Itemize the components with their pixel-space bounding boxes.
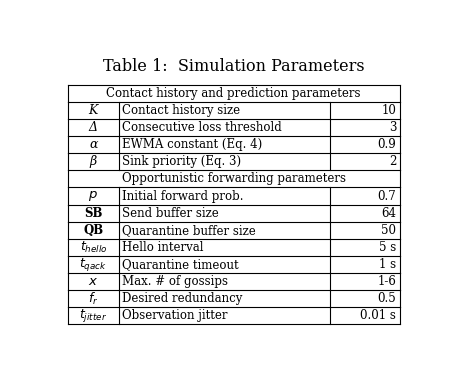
Text: β: β bbox=[90, 155, 97, 168]
Text: Δ: Δ bbox=[89, 121, 98, 134]
Text: 1 s: 1 s bbox=[378, 258, 395, 271]
Text: Quarantine buffer size: Quarantine buffer size bbox=[121, 224, 255, 237]
Text: 5 s: 5 s bbox=[378, 241, 395, 254]
Text: Observation jitter: Observation jitter bbox=[121, 310, 227, 323]
Text: Contact history and prediction parameters: Contact history and prediction parameter… bbox=[106, 87, 360, 100]
Text: K: K bbox=[88, 104, 98, 117]
Text: EWMA constant (Eq. 4): EWMA constant (Eq. 4) bbox=[121, 138, 262, 151]
Text: SB: SB bbox=[84, 207, 102, 220]
Text: $t_{hello}$: $t_{hello}$ bbox=[79, 240, 107, 255]
Text: Table 1:  Simulation Parameters: Table 1: Simulation Parameters bbox=[103, 58, 364, 75]
Text: 50: 50 bbox=[380, 224, 395, 237]
Text: Desired redundancy: Desired redundancy bbox=[121, 292, 242, 305]
Text: Send buffer size: Send buffer size bbox=[121, 207, 218, 220]
Text: 3: 3 bbox=[388, 121, 395, 134]
Text: Hello interval: Hello interval bbox=[121, 241, 203, 254]
Text: 0.01 s: 0.01 s bbox=[359, 310, 395, 323]
Text: Opportunistic forwarding parameters: Opportunistic forwarding parameters bbox=[121, 173, 345, 185]
Text: Max. # of gossips: Max. # of gossips bbox=[121, 275, 228, 288]
Text: 10: 10 bbox=[380, 104, 395, 117]
Text: $x$: $x$ bbox=[88, 275, 98, 288]
Text: $t_{qack}$: $t_{qack}$ bbox=[79, 256, 107, 273]
Text: α: α bbox=[89, 138, 97, 151]
Text: Sink priority (Eq. 3): Sink priority (Eq. 3) bbox=[121, 155, 241, 168]
Text: 0.9: 0.9 bbox=[377, 138, 395, 151]
Text: $t_{jitter}$: $t_{jitter}$ bbox=[79, 307, 107, 324]
Text: $p$: $p$ bbox=[88, 189, 98, 203]
Text: Contact history size: Contact history size bbox=[121, 104, 239, 117]
Text: 0.5: 0.5 bbox=[377, 292, 395, 305]
Text: Initial forward prob.: Initial forward prob. bbox=[121, 190, 243, 203]
Text: 2: 2 bbox=[388, 155, 395, 168]
Text: 1-6: 1-6 bbox=[377, 275, 395, 288]
Text: 64: 64 bbox=[380, 207, 395, 220]
Text: $f_r$: $f_r$ bbox=[88, 291, 98, 307]
Text: Quarantine timeout: Quarantine timeout bbox=[121, 258, 238, 271]
Text: 0.7: 0.7 bbox=[377, 190, 395, 203]
Text: QB: QB bbox=[83, 224, 103, 237]
Text: Consecutive loss threshold: Consecutive loss threshold bbox=[121, 121, 281, 134]
